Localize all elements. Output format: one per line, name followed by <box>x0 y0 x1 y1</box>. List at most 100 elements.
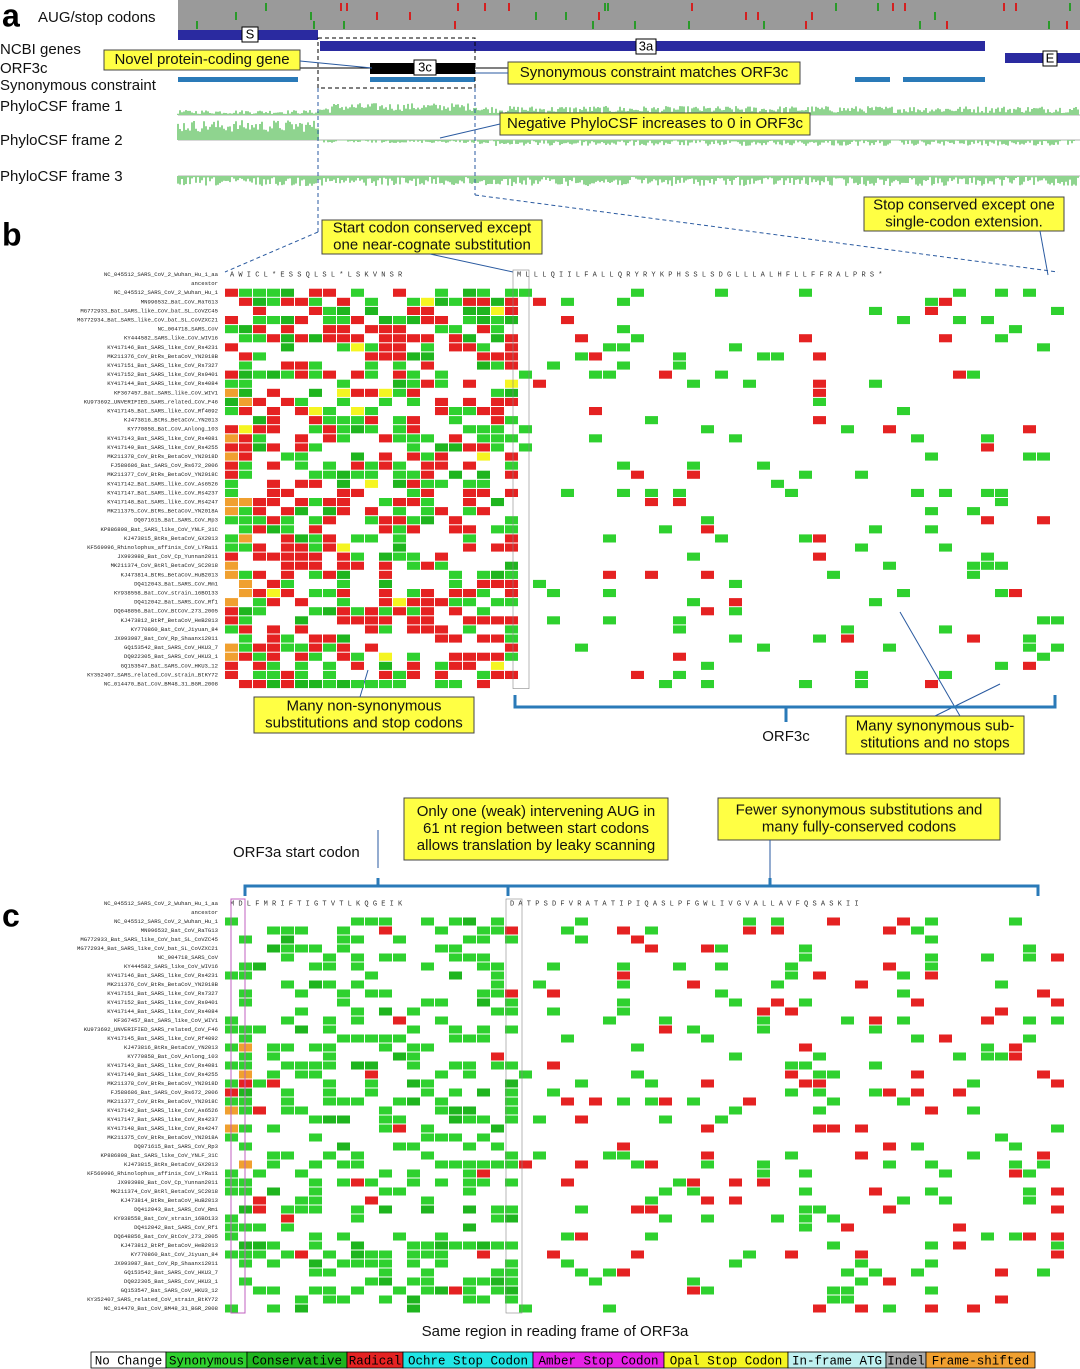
alignment-cell <box>323 288 336 297</box>
alignment-cell <box>295 498 308 507</box>
alignment-cell <box>981 561 994 570</box>
sequence-name: KY417149_Bat_SARS_like_CoV_Rs4255 <box>107 444 218 451</box>
alignment-cell <box>337 425 350 434</box>
alignment-cell <box>967 507 980 516</box>
alignment-cell <box>323 534 336 543</box>
alignment-cell <box>1037 516 1050 525</box>
alignment-cell <box>407 334 420 343</box>
alignment-cell <box>365 470 378 479</box>
alignment-cell <box>239 625 252 634</box>
alignment-cell <box>477 670 490 679</box>
alignment-cell <box>379 661 392 670</box>
alignment-cell <box>323 1286 336 1295</box>
alignment-cell <box>351 425 364 434</box>
codon-tick <box>409 12 411 20</box>
alignment-cell <box>267 1304 280 1313</box>
alignment-cell <box>267 488 280 497</box>
alignment-cell <box>645 926 658 935</box>
alignment-cell <box>477 1034 490 1043</box>
alignment-cell <box>1023 634 1036 643</box>
alignment-cell <box>463 1115 476 1124</box>
alignment-cell <box>449 953 462 962</box>
alignment-cell <box>281 1043 294 1052</box>
alignment-cell <box>253 962 266 971</box>
alignment-cell <box>267 926 280 935</box>
alignment-cell <box>505 616 518 625</box>
alignment-cell <box>827 570 840 579</box>
alignment-cell <box>365 1196 378 1205</box>
alignment-cell <box>365 616 378 625</box>
alignment-cell <box>449 598 462 607</box>
alignment-cell <box>589 407 602 416</box>
alignment-cell <box>491 917 504 926</box>
alignment-cell <box>491 989 504 998</box>
alignment-cell <box>505 598 518 607</box>
alignment-cell <box>491 407 504 416</box>
alignment-cell <box>379 953 392 962</box>
alignment-cell <box>337 1115 350 1124</box>
alignment-cell <box>253 1079 266 1088</box>
alignment-cell <box>393 1187 406 1196</box>
alignment-cell <box>1023 425 1036 434</box>
alignment-cell <box>631 334 644 343</box>
alignment-cell <box>253 416 266 425</box>
alignment-cell <box>239 461 252 470</box>
alignment-cell <box>393 534 406 543</box>
alignment-cell <box>253 288 266 297</box>
alignment-cell <box>393 343 406 352</box>
alignment-cell <box>239 543 252 552</box>
alignment-cell <box>379 452 392 461</box>
alignment-cell <box>799 680 812 689</box>
alignment-cell <box>225 598 238 607</box>
alignment-cell <box>281 1223 294 1232</box>
alignment-cell <box>267 634 280 643</box>
alignment-cell <box>505 525 518 534</box>
alignment-cell <box>435 397 448 406</box>
alignment-cell <box>267 498 280 507</box>
alignment-cell <box>337 498 350 507</box>
alignment-cell <box>701 1214 714 1223</box>
alignment-cell <box>505 1160 518 1169</box>
alignment-cell <box>953 1241 966 1250</box>
alignment-cell <box>323 461 336 470</box>
alignment-cell <box>421 434 434 443</box>
alignment-cell <box>337 1259 350 1268</box>
alignment-cell <box>407 652 420 661</box>
alignment-cell <box>351 607 364 616</box>
alignment-cell <box>337 579 350 588</box>
alignment-cell <box>589 370 602 379</box>
alignment-cell <box>379 1187 392 1196</box>
alignment-cell <box>253 434 266 443</box>
sequence-name: DQ412043_Bat_SARS_CoV_Rm1 <box>134 1206 219 1213</box>
alignment-cell <box>799 944 812 953</box>
alignment-cell <box>365 1034 378 1043</box>
callout-box <box>845 715 1025 755</box>
alignment-cell <box>281 507 294 516</box>
constraint-bar <box>855 77 890 82</box>
alignment-cell <box>505 643 518 652</box>
start-codon-frame <box>230 898 246 1314</box>
alignment-cell <box>449 917 462 926</box>
alignment-cell <box>337 297 350 306</box>
alignment-cell <box>253 1205 266 1214</box>
alignment-cell <box>267 661 280 670</box>
alignment-cell <box>351 1007 364 1016</box>
alignment-cell <box>253 589 266 598</box>
alignment-cell <box>295 507 308 516</box>
alignment-cell <box>295 297 308 306</box>
alignment-cell <box>827 1124 840 1133</box>
alignment-cell <box>365 516 378 525</box>
alignment-cell <box>309 470 322 479</box>
gene-label: 3c <box>418 59 432 74</box>
alignment-cell <box>225 561 238 570</box>
alignment-cell <box>799 534 812 543</box>
alignment-cell <box>589 352 602 361</box>
sequence-name: KJ473812_BtRf_BetaCoV_HeB2013 <box>121 1242 218 1249</box>
alignment-cell <box>883 1277 896 1286</box>
alignment-cell <box>351 680 364 689</box>
alignment-cell <box>351 935 364 944</box>
alignment-cell <box>365 352 378 361</box>
alignment-cell <box>981 552 994 561</box>
alignment-cell <box>631 288 644 297</box>
alignment-cell <box>925 306 938 315</box>
